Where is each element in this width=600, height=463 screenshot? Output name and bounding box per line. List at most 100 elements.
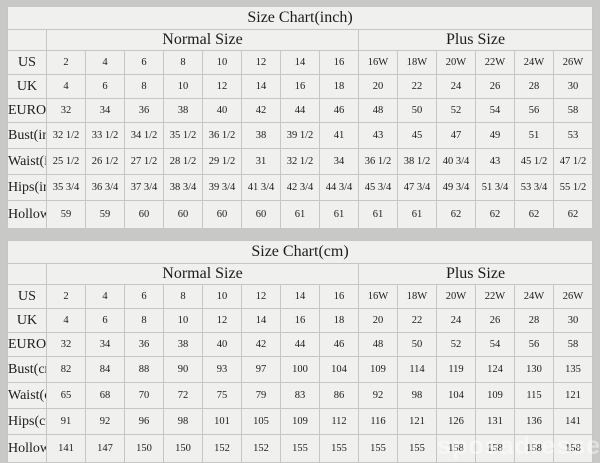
table-cell: 58 xyxy=(553,332,593,357)
table-cell: 53 3/4 xyxy=(514,174,554,201)
table-cell: 90 xyxy=(163,356,203,383)
table-row: EUROPE3234363840424446485052545658 xyxy=(7,332,593,357)
table-cell: 86 xyxy=(319,382,359,409)
table-cell: 158 xyxy=(514,434,554,463)
table-cell: 70 xyxy=(124,382,164,409)
table-cell: 34 1/2 xyxy=(124,122,164,149)
normal-size-header: Normal Size xyxy=(46,29,359,51)
table-cell: 34 xyxy=(85,332,125,357)
table-cell: 14 xyxy=(280,50,320,75)
table-cell: 47 xyxy=(436,122,476,149)
table-cell: 12 xyxy=(202,74,242,99)
table-cell: 44 xyxy=(280,98,320,123)
table-cell: 39 1/2 xyxy=(280,122,320,149)
table-cell: 18 xyxy=(319,308,359,333)
table-cell: 104 xyxy=(436,382,476,409)
row-label: Hollow to Floor(inch) xyxy=(7,200,47,229)
table-cell: 25 1/2 xyxy=(46,148,86,175)
table-cell: 62 xyxy=(553,200,593,229)
table-cell: 16W xyxy=(358,284,398,309)
table-cell: 98 xyxy=(397,382,437,409)
table-cell: 40 xyxy=(202,332,242,357)
table-cell: 26 xyxy=(475,74,515,99)
table-cell: 61 xyxy=(397,200,437,229)
table-cell: 100 xyxy=(280,356,320,383)
table-cell: 105 xyxy=(241,408,281,435)
table-cell: 141 xyxy=(553,408,593,435)
table-cell: 43 xyxy=(358,122,398,149)
table-cell: 60 xyxy=(241,200,281,229)
table-cell: 28 xyxy=(514,74,554,99)
table-cell: 147 xyxy=(85,434,125,463)
table-cell: 62 xyxy=(436,200,476,229)
table-cell: 109 xyxy=(280,408,320,435)
table-row: Hips(cm)91929698101105109112116121126131… xyxy=(7,408,593,435)
table-cell: 38 3/4 xyxy=(163,174,203,201)
table-cell: 27 1/2 xyxy=(124,148,164,175)
table-cell: 36 1/2 xyxy=(358,148,398,175)
table-cell: 42 xyxy=(241,332,281,357)
table-cell: 60 xyxy=(163,200,203,229)
table-cell: 20 xyxy=(358,308,398,333)
table-cell: 141 xyxy=(46,434,86,463)
table-cell: 79 xyxy=(241,382,281,409)
table-cell: 61 xyxy=(280,200,320,229)
table-cell: 158 xyxy=(436,434,476,463)
table-cell: 121 xyxy=(553,382,593,409)
table-cell: 8 xyxy=(124,74,164,99)
table-cell: 40 3/4 xyxy=(436,148,476,175)
table-cell: 44 xyxy=(280,332,320,357)
table-cell: 14 xyxy=(241,308,281,333)
table-cell: 43 xyxy=(475,148,515,175)
table-cell: 39 3/4 xyxy=(202,174,242,201)
table-row: US 2 4 6 8 10 12 14 16 16W 18W 20W 22W 24W 26W xyxy=(7,284,593,309)
table-cell: 10 xyxy=(202,50,242,75)
table-cell: 14 xyxy=(280,284,320,309)
table-cell: 2 xyxy=(46,50,86,75)
table-cell: 59 xyxy=(85,200,125,229)
table-cell: 18 xyxy=(319,74,359,99)
table-cell: 24 xyxy=(436,308,476,333)
table-cell: 2 xyxy=(46,284,86,309)
table-cell: 72 xyxy=(163,382,203,409)
table-cell: 49 3/4 xyxy=(436,174,476,201)
table-cell: 60 xyxy=(124,200,164,229)
table-row: UK 4 6 8 10 12 14 16 18 20 22 24 26 28 30 xyxy=(7,308,593,333)
row-label: Hips(inch) xyxy=(7,174,47,201)
table-cell: 155 xyxy=(319,434,359,463)
row-label: Bust(cm) xyxy=(7,356,47,383)
table-title: Size Chart(cm) xyxy=(7,240,593,264)
table-cell: 56 xyxy=(514,98,554,123)
table-cell: 59 xyxy=(46,200,86,229)
table-cell: 12 xyxy=(241,50,281,75)
table-cell: 119 xyxy=(436,356,476,383)
table-cell: 4 xyxy=(46,308,86,333)
table-cell: 44 3/4 xyxy=(319,174,359,201)
table-cell: 158 xyxy=(553,434,593,463)
table-cell: 131 xyxy=(475,408,515,435)
table-row: EUROPE3234363840424446485052545658 xyxy=(7,98,593,123)
table-cell: 32 1/2 xyxy=(280,148,320,175)
row-label: Hollow to Floor(cm) xyxy=(7,434,47,463)
table-cell: 37 3/4 xyxy=(124,174,164,201)
table-cell: 62 xyxy=(514,200,554,229)
row-label: UK xyxy=(7,74,47,99)
table-cell: 61 xyxy=(319,200,359,229)
table-cell: 36 xyxy=(124,332,164,357)
table-cell: 92 xyxy=(85,408,125,435)
table-cell: 34 xyxy=(319,148,359,175)
table-cell: 38 xyxy=(163,98,203,123)
table-cell: 152 xyxy=(241,434,281,463)
table-cell: 46 xyxy=(319,98,359,123)
table-title: Size Chart(inch) xyxy=(7,6,593,30)
table-row: Hollow to Floor(cm)141147150150152152155… xyxy=(7,434,593,463)
row-label: EUROPE xyxy=(7,98,47,123)
table-cell: 115 xyxy=(514,382,554,409)
table-cell: 48 xyxy=(358,98,398,123)
table-cell: 58 xyxy=(553,98,593,123)
row-label: US xyxy=(7,50,47,75)
table-cell: 101 xyxy=(202,408,242,435)
table-cell: 68 xyxy=(85,382,125,409)
table-row: Waist(inch)25 1/226 1/227 1/228 1/229 1/… xyxy=(7,148,593,175)
